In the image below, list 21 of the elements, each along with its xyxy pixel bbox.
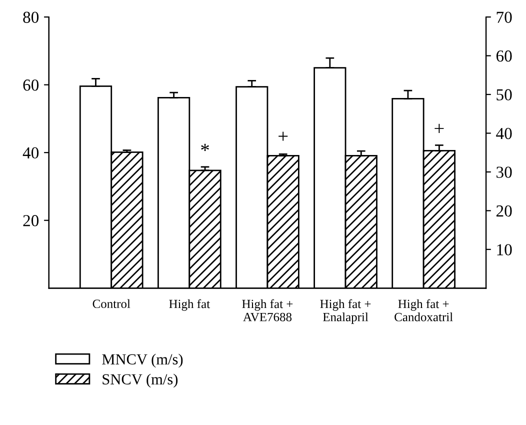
y-tick-label: 80 bbox=[23, 12, 39, 23]
y-tick-label: 20 bbox=[23, 215, 39, 226]
y-tick-label: 60 bbox=[23, 79, 39, 91]
x-tick-label: High fat + AVE7688 bbox=[242, 299, 293, 322]
y2-tick-label: 60 bbox=[496, 50, 512, 62]
y2-tick-label: 20 bbox=[496, 205, 512, 217]
y2-tick-label: 50 bbox=[496, 89, 512, 100]
y2-tick-label: 30 bbox=[496, 166, 512, 178]
y2-tick-label: 10 bbox=[497, 244, 512, 256]
x-tick-label: High fat + Candoxatril bbox=[394, 299, 453, 322]
y2-tick-label: 40 bbox=[496, 128, 512, 140]
y-tick-label: 40 bbox=[22, 147, 39, 159]
annotation: + bbox=[434, 124, 444, 133]
y2-tick-label: 70 bbox=[496, 12, 512, 23]
x-tick-label: High fat + Enalapril bbox=[320, 299, 371, 324]
legend-label: MNCV (m/s) bbox=[102, 354, 183, 368]
annotation: * bbox=[201, 144, 209, 151]
x-tick-label: High fat bbox=[169, 299, 210, 311]
x-tick-label: Control bbox=[92, 299, 130, 308]
legend-label: SNCV (m/s) bbox=[102, 374, 178, 388]
annotation: + bbox=[278, 132, 288, 141]
